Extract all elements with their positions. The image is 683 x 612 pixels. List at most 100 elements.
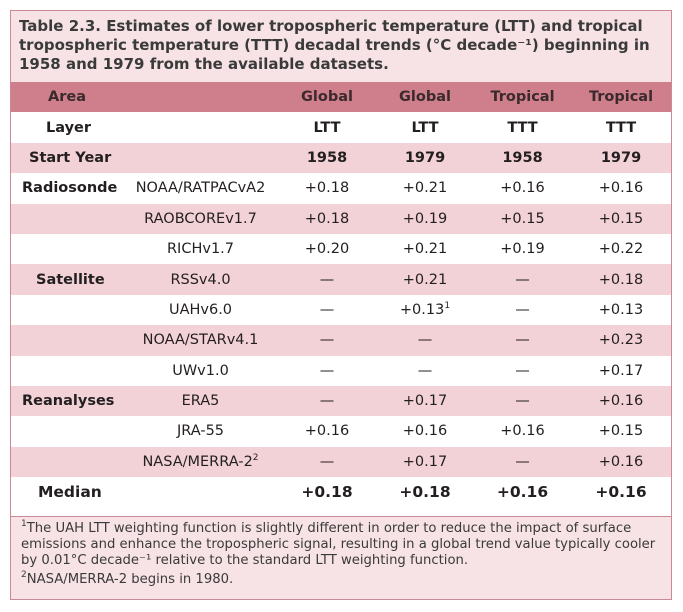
group-label (11, 325, 123, 356)
value-cell: — (278, 385, 376, 417)
median-cell: +0.16 (571, 477, 671, 508)
value-cell: +0.16 (278, 416, 376, 447)
dataset-name: ERA5 (123, 385, 278, 417)
median-row: Median +0.18 +0.18 +0.16 +0.16 (11, 477, 671, 508)
group-label (11, 203, 123, 234)
value-cell: +0.15 (474, 203, 571, 234)
header-col: Global (376, 82, 474, 113)
table-row: RICHv1.7 +0.20 +0.21 +0.19 +0.22 (11, 233, 671, 265)
header-row: Area Global Global Tropical Tropical (11, 82, 671, 113)
value-cell: — (278, 325, 376, 356)
value-cell: — (474, 385, 571, 417)
value-cell: — (376, 355, 474, 386)
layer-cell: LTT (376, 112, 474, 143)
table-row: UWv1.0 — — — +0.17 (11, 355, 671, 386)
footnote-1: 1The UAH LTT weighting function is sligh… (21, 519, 661, 569)
value-cell: — (278, 264, 376, 295)
header-col: Global (278, 82, 376, 113)
table-row: Satellite RSSv4.0 — +0.21 — +0.18 (11, 264, 671, 295)
header-col: Tropical (571, 82, 671, 113)
value-cell: +0.131 (376, 294, 474, 326)
layer-row: Layer LTT LTT TTT TTT (11, 112, 671, 143)
start-year-row: Start Year 1958 1979 1958 1979 (11, 142, 671, 174)
value-cell: — (278, 294, 376, 326)
group-label (11, 233, 123, 265)
layer-cell: TTT (474, 112, 571, 143)
value-cell: — (376, 325, 474, 356)
group-label: Satellite (11, 264, 123, 295)
group-label (11, 355, 123, 386)
footnote-2-text: NASA/MERRA-2 begins in 1980. (26, 572, 234, 587)
value-text: +0.13 (399, 301, 445, 318)
table-row: Reanalyses ERA5 — +0.17 — +0.16 (11, 385, 671, 417)
value-cell: +0.23 (571, 325, 671, 356)
value-cell: +0.16 (474, 173, 571, 204)
group-label (11, 416, 123, 447)
value-cell: +0.16 (571, 385, 671, 417)
dataset-name: NASA/MERRA-22 (123, 446, 278, 478)
value-cell: — (474, 264, 571, 295)
value-cell: +0.17 (571, 355, 671, 386)
table-row: NOAA/STARv4.1 — — — +0.23 (11, 325, 671, 356)
value-cell: +0.16 (376, 416, 474, 447)
footnote-mark: 1 (21, 519, 27, 529)
value-cell: +0.19 (376, 203, 474, 234)
value-cell: +0.18 (278, 173, 376, 204)
dataset-name: RSSv4.0 (123, 264, 278, 295)
value-cell: +0.19 (474, 233, 571, 265)
value-cell: — (474, 325, 571, 356)
group-label: Reanalyses (11, 385, 123, 417)
group-label (11, 294, 123, 326)
median-cell: +0.18 (376, 477, 474, 508)
value-cell: +0.21 (376, 233, 474, 265)
value-cell: +0.18 (571, 264, 671, 295)
dataset-name: UAHv6.0 (123, 294, 278, 326)
value-cell: +0.21 (376, 264, 474, 295)
start-year-label: Start Year (11, 142, 278, 174)
value-cell: +0.17 (376, 446, 474, 478)
footnote-2: 2NASA/MERRA-2 begins in 1980. (21, 570, 661, 588)
header-col: Tropical (474, 82, 571, 113)
layer-cell: LTT (278, 112, 376, 143)
table-row: RAOBCOREv1.7 +0.18 +0.19 +0.15 +0.15 (11, 203, 671, 234)
value-cell: +0.18 (278, 203, 376, 234)
group-label (11, 446, 123, 478)
layer-cell: TTT (571, 112, 671, 143)
median-cell: +0.18 (278, 477, 376, 508)
start-year-cell: 1979 (376, 142, 474, 174)
value-cell: +0.16 (571, 173, 671, 204)
footnote-1-text: The UAH LTT weighting function is slight… (21, 521, 656, 568)
dataset-name: UWv1.0 (123, 355, 278, 386)
value-cell: — (278, 446, 376, 478)
dataset-name: RAOBCOREv1.7 (123, 203, 278, 234)
start-year-cell: 1958 (474, 142, 571, 174)
table-frame: Table 2.3. Estimates of lower tropospher… (10, 10, 672, 600)
start-year-cell: 1958 (278, 142, 376, 174)
footnote-mark: 2 (21, 570, 27, 580)
table-caption: Table 2.3. Estimates of lower tropospher… (11, 11, 671, 82)
value-cell: +0.17 (376, 385, 474, 417)
footnote-mark: 2 (252, 452, 259, 463)
header-area: Area (11, 82, 278, 113)
value-cell: — (474, 294, 571, 326)
value-cell: +0.16 (474, 416, 571, 447)
footnote-mark: 1 (444, 300, 451, 311)
footnotes: 1The UAH LTT weighting function is sligh… (11, 516, 671, 599)
dataset-name: JRA-55 (123, 416, 278, 447)
start-year-cell: 1979 (571, 142, 671, 174)
group-label: Radiosonde (11, 173, 123, 204)
value-cell: +0.15 (571, 203, 671, 234)
table-row: JRA-55 +0.16 +0.16 +0.16 +0.15 (11, 416, 671, 447)
dataset-name: NOAA/RATPACvA2 (123, 173, 278, 204)
dataset-text: NASA/MERRA-2 (142, 453, 253, 470)
dataset-name: NOAA/STARv4.1 (123, 325, 278, 356)
value-cell: +0.22 (571, 233, 671, 265)
trend-table: Area Global Global Tropical Tropical Lay… (11, 82, 671, 508)
table-row: NASA/MERRA-22 — +0.17 — +0.16 (11, 446, 671, 478)
value-cell: +0.20 (278, 233, 376, 265)
dataset-name: RICHv1.7 (123, 233, 278, 265)
value-cell: — (278, 355, 376, 386)
median-label: Median (11, 477, 278, 508)
table-row: UAHv6.0 — +0.131 — +0.13 (11, 294, 671, 326)
value-cell: — (474, 446, 571, 478)
